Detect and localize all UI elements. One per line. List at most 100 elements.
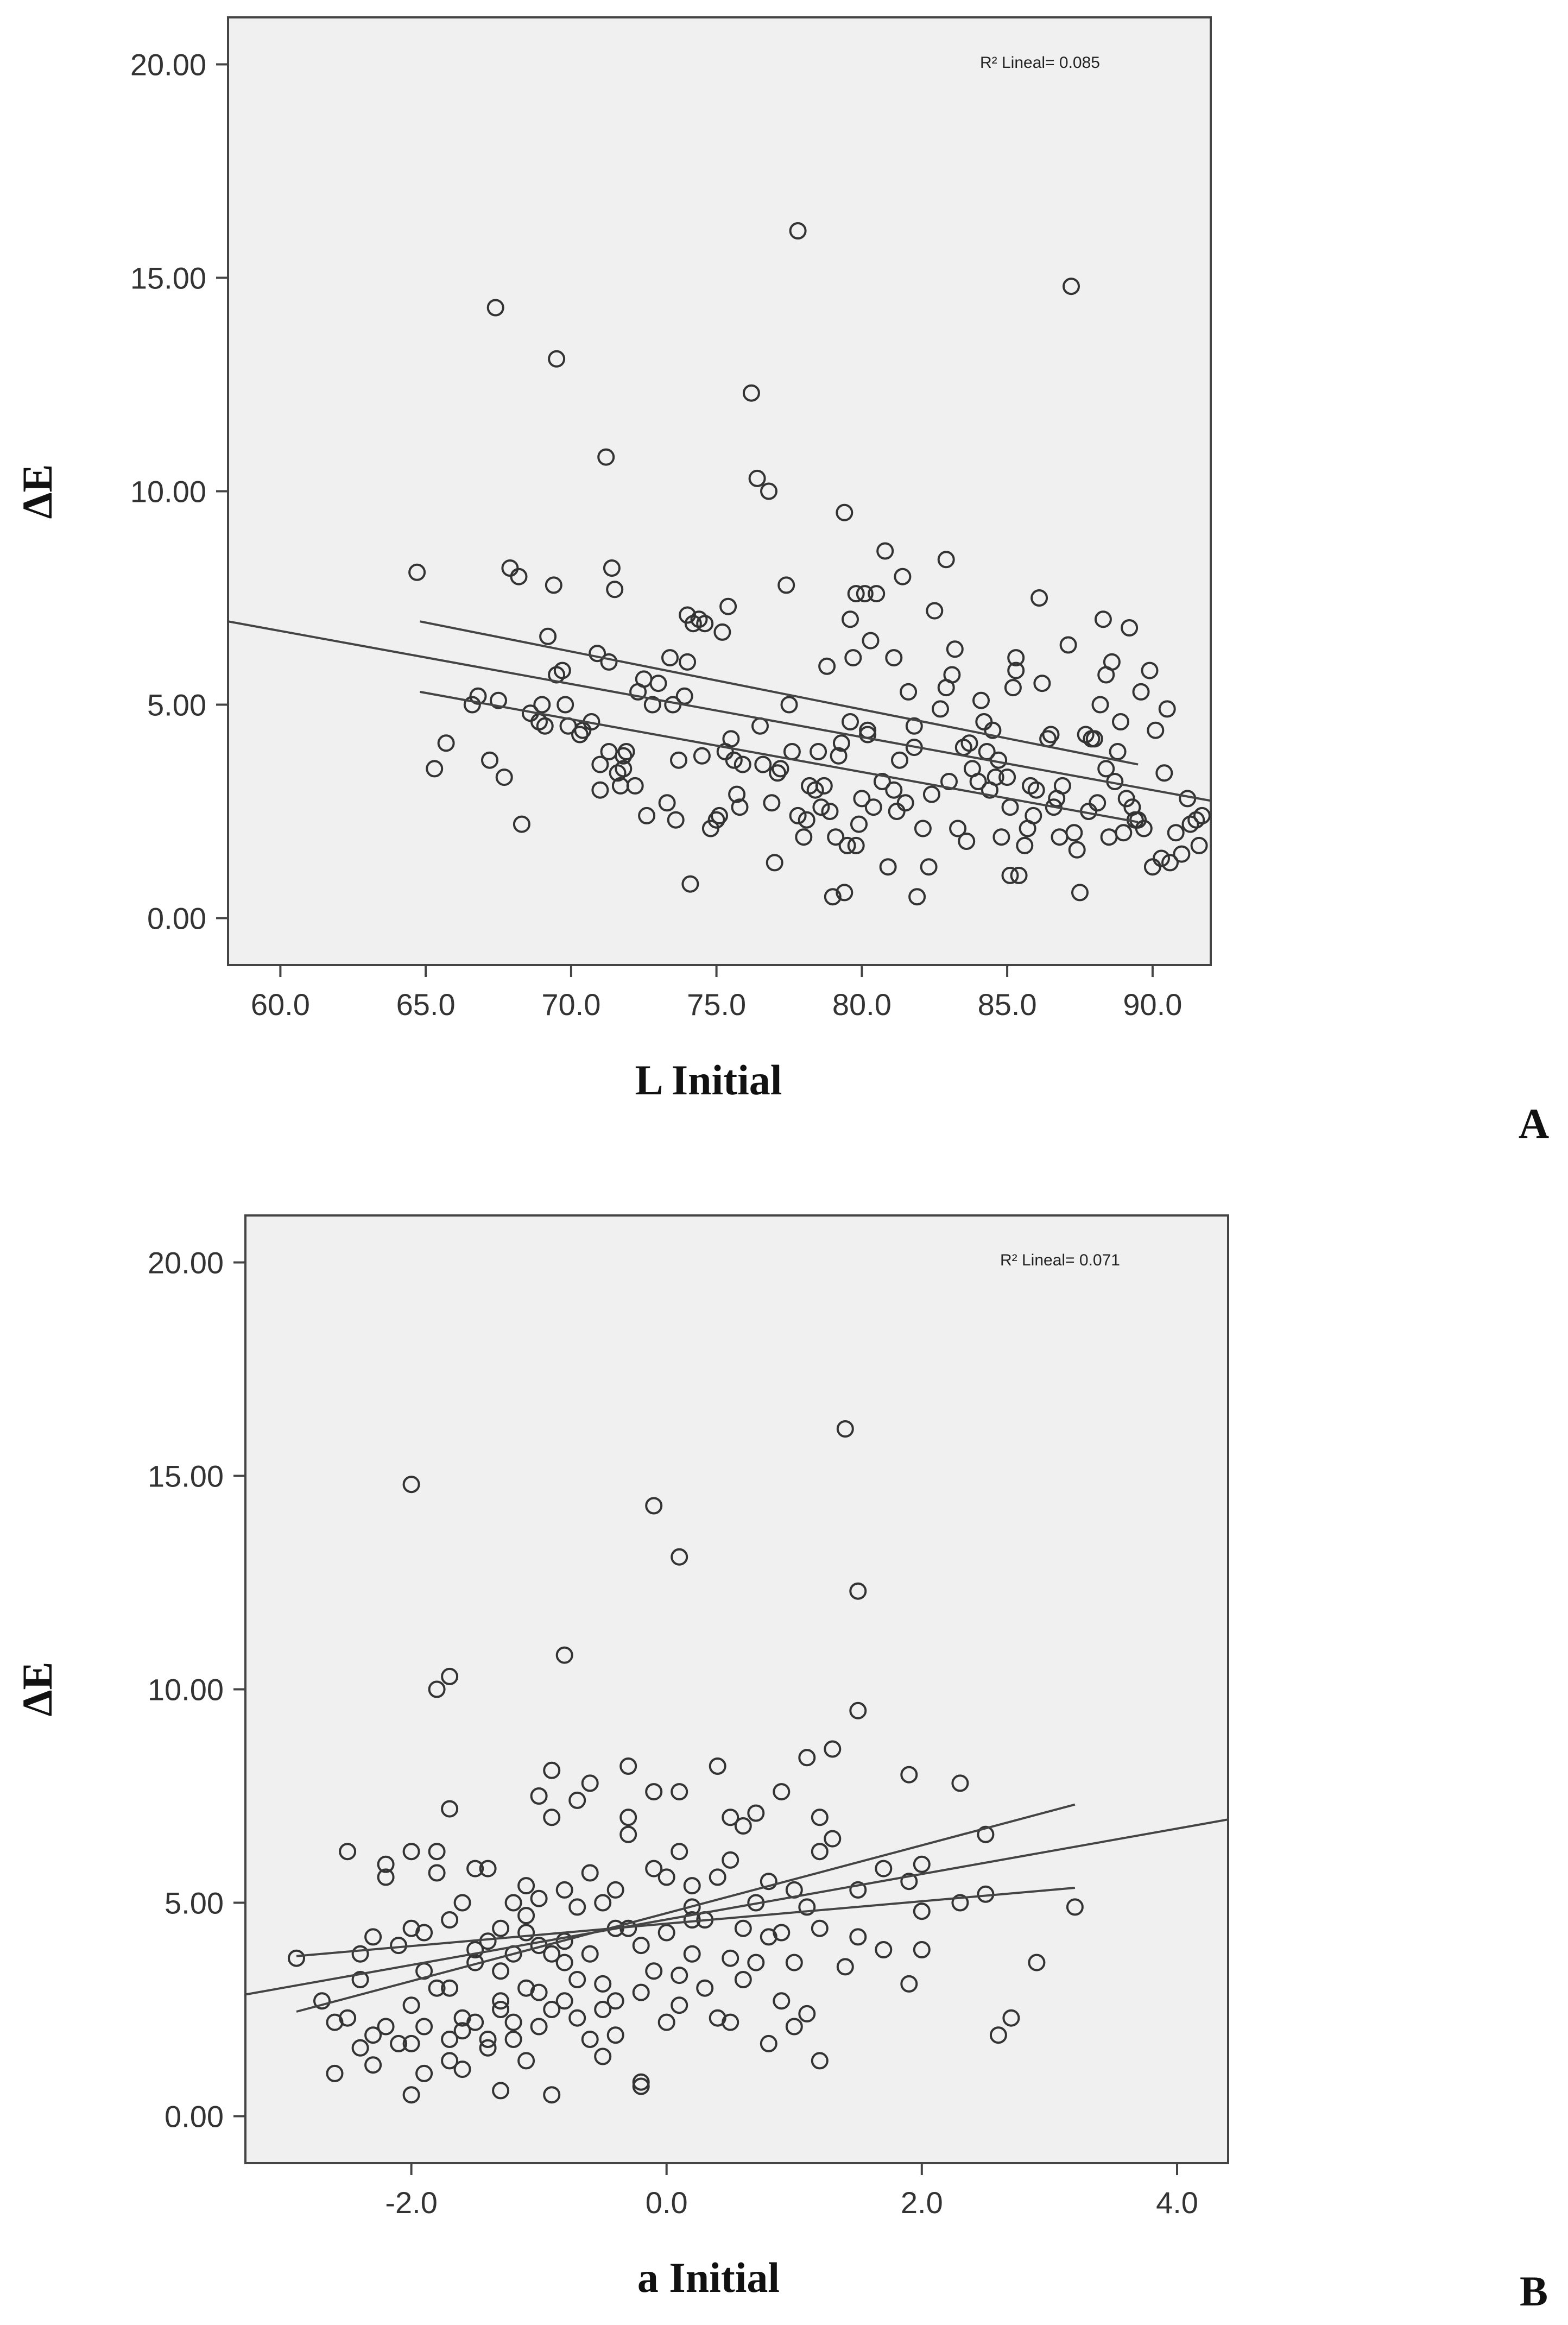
data-point [798,2005,816,2022]
data-point [513,815,530,833]
data-point [951,1774,969,1792]
data-point [645,1783,663,1801]
data-point [1143,858,1161,876]
data-point [1117,790,1135,808]
y-tick-label: 15.00 [148,1459,224,1494]
data-point [747,1954,765,1971]
data-point [1042,726,1060,744]
data-point [969,773,987,790]
data-point [581,1774,599,1792]
data-point [626,777,644,795]
data-point [645,1962,663,1980]
data-point [543,1945,561,1963]
data-point [428,1864,446,1882]
data-point [481,751,498,769]
data-point [594,1894,612,1912]
x-axis-title: a Initial [637,2254,780,2301]
data-point [1016,836,1034,854]
data-point [960,734,978,752]
data-point [617,743,635,760]
data-point [479,1932,497,1950]
y-tick-label: 20.00 [130,48,206,82]
data-point [543,1809,561,1826]
y-axis-ticks: 0.00 5.00 10.00 15.00 20.00 [130,48,228,936]
data-point [838,836,856,854]
data-point [530,1889,548,1907]
panel-b: -2.0 0.0 2.0 4.0 0.00 5.00 10.00 15.00 20.00 R²… [14,1214,1548,2315]
data-point [466,2013,484,2031]
data-point [1091,696,1109,714]
data-point [545,576,562,594]
data-point [441,1667,459,1685]
data-point [847,836,865,854]
data-point [722,1809,739,1826]
data-point [568,1898,586,1916]
data-point [754,755,772,773]
data-point [862,632,880,650]
data-point [679,606,697,624]
data-point [849,1928,867,1946]
y-tick-label: 10.00 [130,475,206,509]
data-point [722,1851,739,1869]
data-point [849,1582,867,1600]
data-point [780,696,798,714]
data-point [701,820,719,837]
data-point [949,820,967,837]
data-point [836,503,853,521]
data-point [836,1420,854,1438]
data-point [581,1945,599,1963]
data-point [896,794,914,812]
x-tick-label: 70.0 [541,987,600,1022]
data-point [530,1983,548,2001]
data-point [856,585,874,603]
data-point [868,585,886,603]
data-point [615,760,633,778]
data-point [428,1680,446,1698]
data-point [885,781,903,799]
data-point [441,1800,459,1818]
x-tick-label: 90.0 [1123,987,1182,1022]
regression-lines [245,1803,1229,2013]
x-tick-label: 75.0 [687,987,746,1022]
data-point [1004,679,1022,697]
data-point [728,785,746,803]
data-point [850,815,868,833]
data-point [504,1894,522,1912]
data-point [1094,610,1112,628]
data-point [490,691,507,709]
data-point [844,649,862,667]
y-axis-title: ΔE [14,464,61,519]
data-point [1190,836,1208,854]
data-point [932,700,949,718]
data-point [555,1646,573,1664]
data-point [958,833,976,850]
data-point [812,798,830,816]
data-point [734,1919,752,1937]
data-point [683,1877,701,1895]
data-point [785,1954,803,1971]
data-point [693,747,711,765]
data-point [543,2001,561,2018]
data-point [1071,884,1089,902]
data-point [1141,661,1159,679]
data-point [769,764,787,782]
data-point [619,1825,637,1843]
data-point [339,2009,357,2027]
data-point [806,781,824,799]
data-point [600,653,618,671]
data-point [1167,824,1185,842]
data-point [1121,619,1139,637]
r-squared-annotation: R² Lineal= 0.071 [1000,1251,1120,1269]
data-point [1135,820,1153,837]
data-point [1002,2009,1020,2027]
data-point [466,1860,484,1877]
data-point [581,2031,599,2048]
data-point [1010,866,1028,884]
data-point [709,1757,726,1775]
data-point [984,721,1002,739]
data-point [589,645,606,663]
data-point [777,576,795,594]
data-point [830,747,848,765]
x-tick-label: 65.0 [396,987,456,1022]
